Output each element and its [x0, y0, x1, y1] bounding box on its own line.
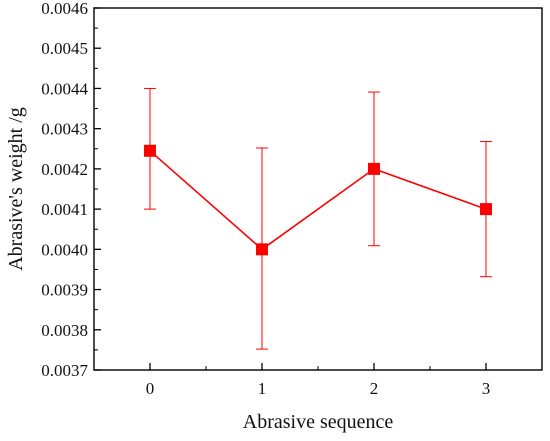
x-axis-title: Abrasive sequence — [243, 411, 394, 433]
series-polyline — [149, 150, 487, 251]
series-line — [149, 150, 487, 251]
x-axis-ticks: 0 1 2 3 — [93, 363, 543, 398]
series-markers — [144, 144, 492, 256]
plot-frame — [93, 7, 543, 371]
error-bars — [144, 87, 492, 350]
x-tick-label: 1 — [258, 379, 267, 398]
y-tick-label: 0.0045 — [41, 39, 88, 58]
x-tick-label: 0 — [146, 379, 155, 398]
y-tick-label: 0.0037 — [41, 361, 88, 380]
data-point — [256, 243, 268, 256]
data-point — [144, 144, 156, 157]
y-tick-label: 0.0040 — [41, 240, 88, 259]
y-tick-label: 0.0041 — [41, 200, 88, 219]
y-tick-label: 0.0042 — [41, 160, 88, 179]
y-tick-label: 0.0044 — [41, 79, 88, 98]
y-tick-label: 0.0043 — [41, 120, 88, 139]
y-axis-ticks: 0.0037 0.0038 0.0039 0.0040 0.0041 0.0042 0.00… — [41, 0, 101, 380]
data-point — [480, 203, 492, 216]
data-point — [368, 162, 380, 175]
y-tick-label: 0.0046 — [41, 0, 88, 18]
y-tick-label: 0.0039 — [41, 281, 88, 300]
x-tick-label: 3 — [482, 379, 491, 398]
x-tick-label: 2 — [370, 379, 379, 398]
y-tick-label: 0.0038 — [41, 321, 88, 340]
y-axis-title: Abrasive's weight /g — [5, 107, 27, 271]
